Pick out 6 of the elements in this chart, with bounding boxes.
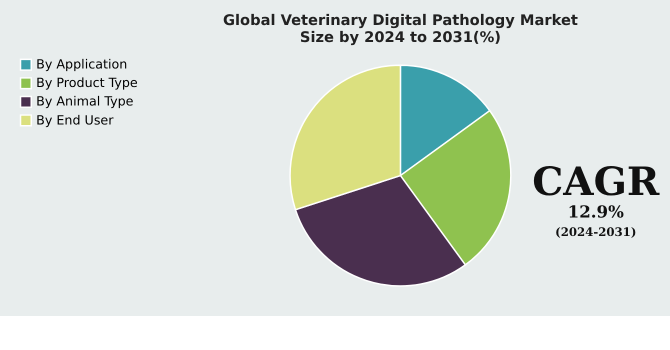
legend-label: By Animal Type	[36, 94, 134, 109]
legend-label: By Application	[36, 56, 128, 72]
chart-title: Global Veterinary Digital Pathology Market Size by 2024 to 2031(%)	[223, 12, 578, 46]
text: (2024-2031)	[555, 225, 636, 240]
legend-label: By End User	[36, 112, 114, 128]
legend-label: By Product Type	[36, 75, 138, 90]
